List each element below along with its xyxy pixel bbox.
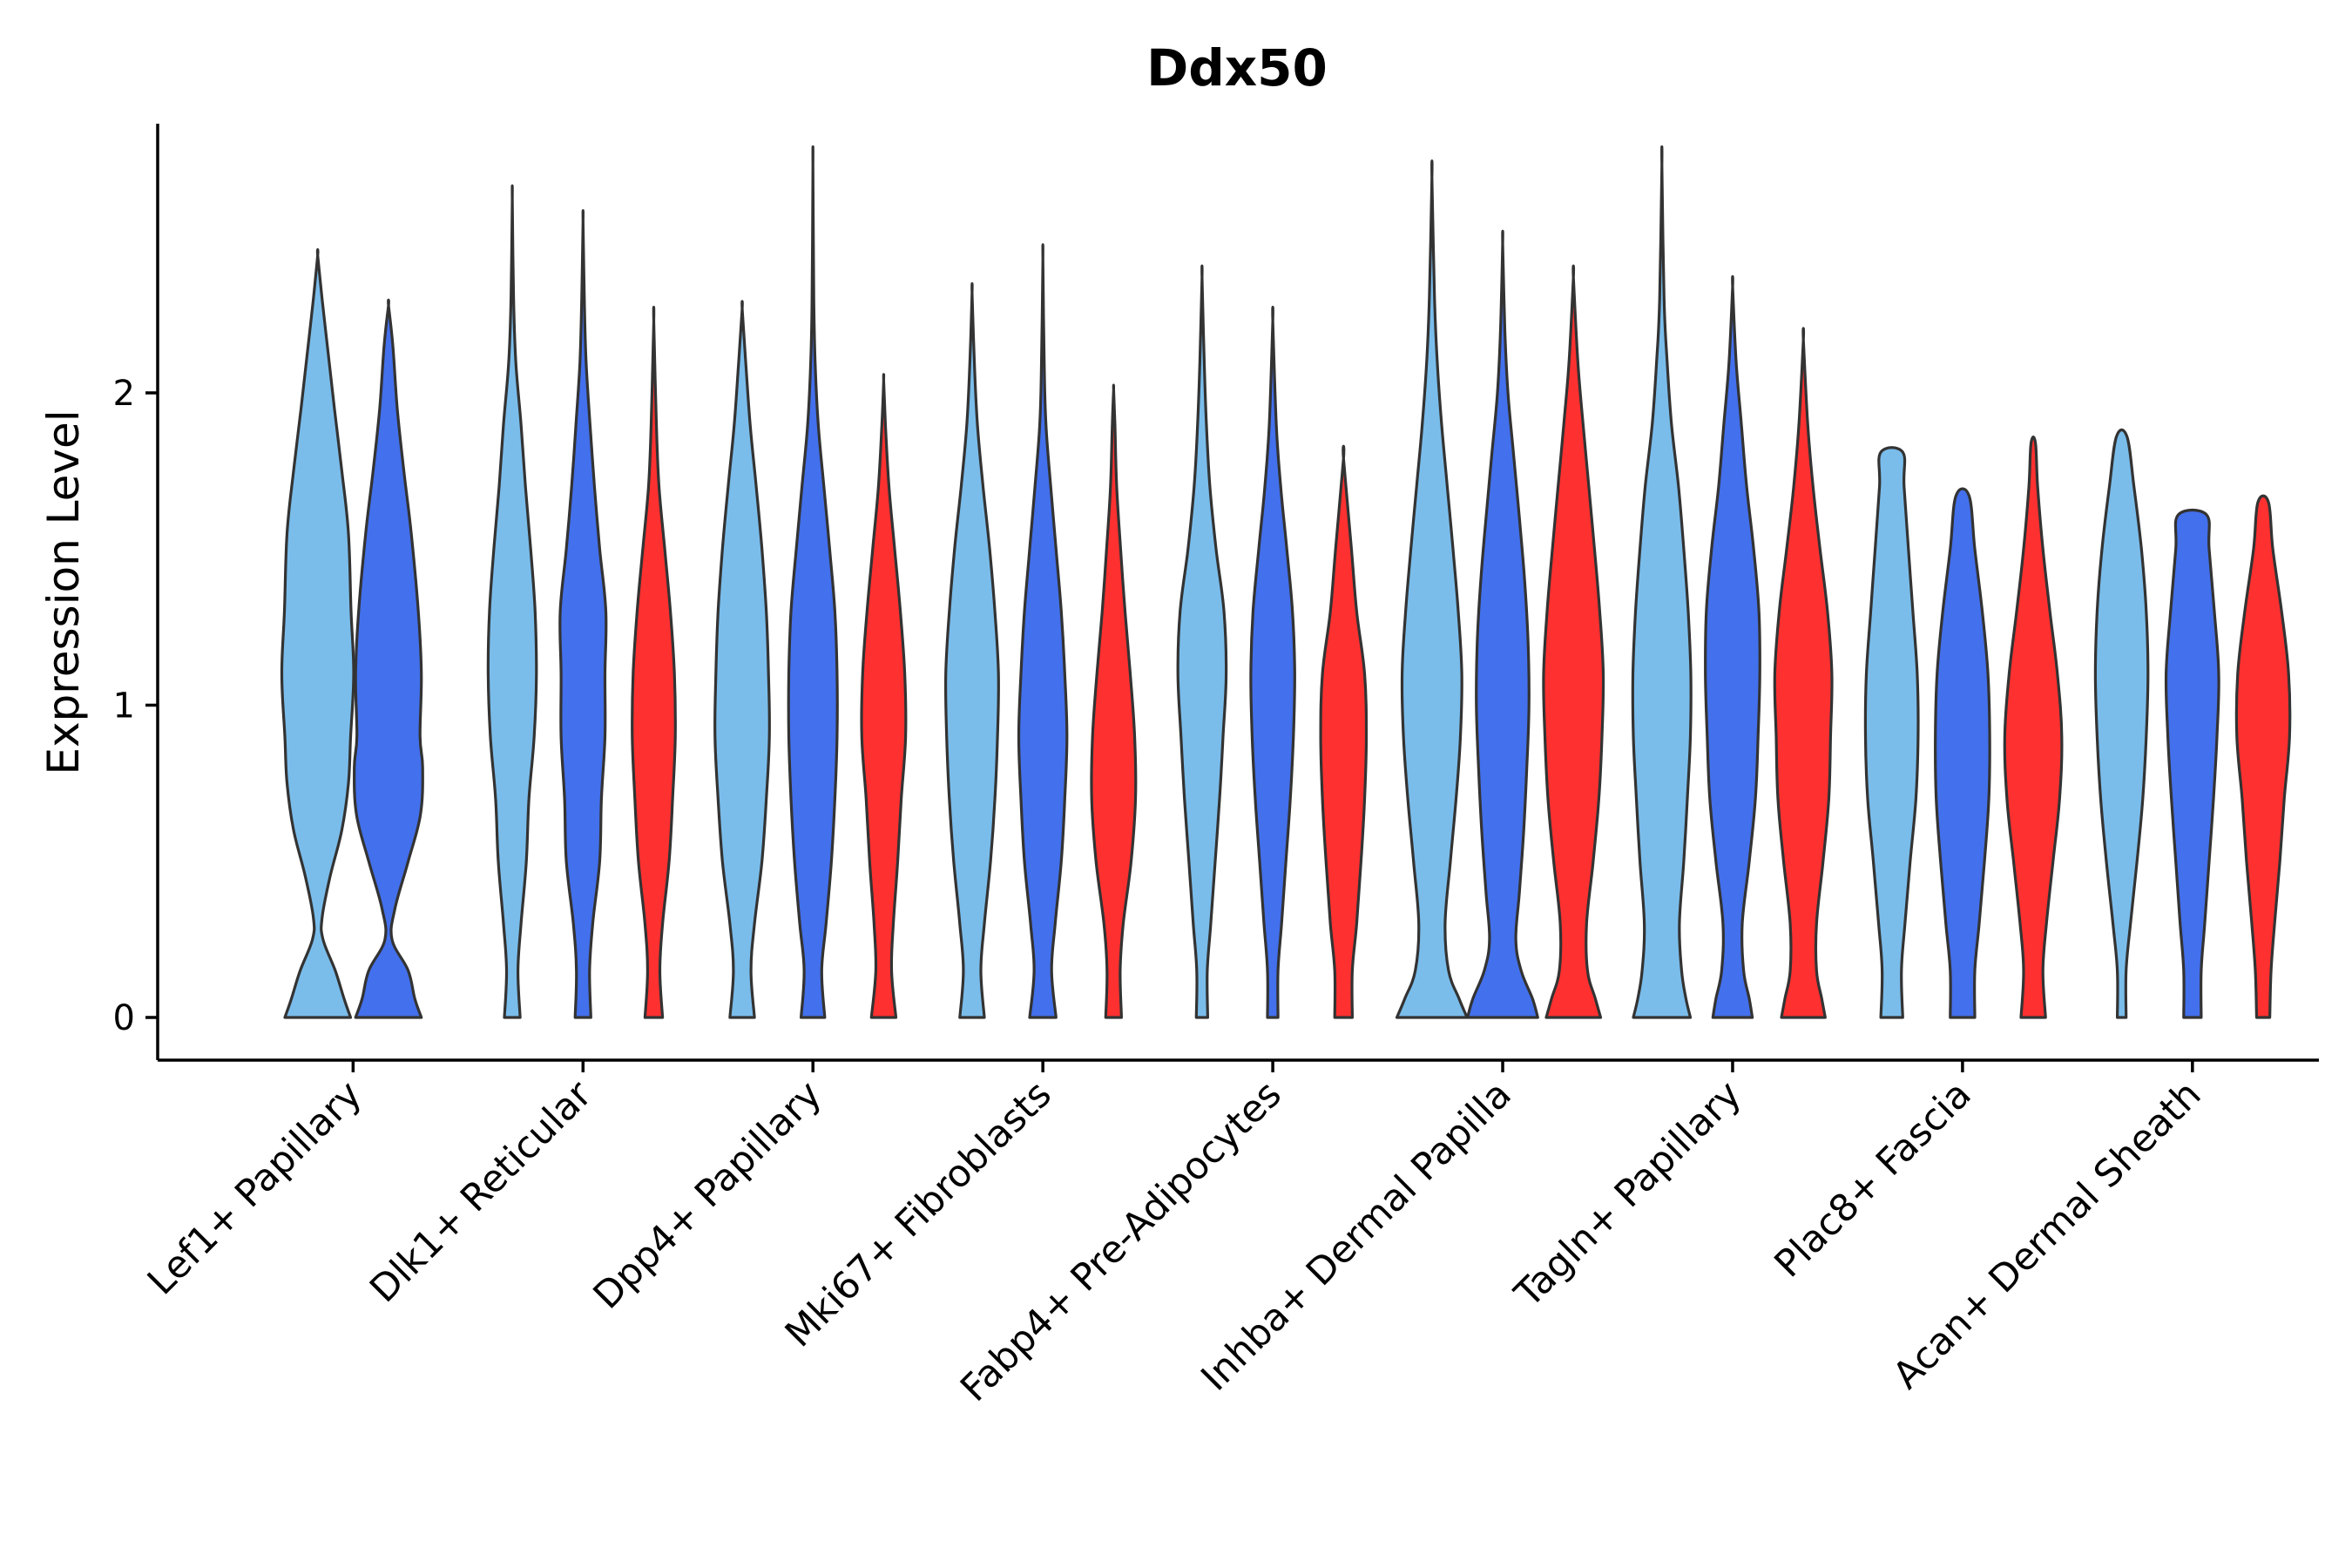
violin-inhba-dermal-papilla-group-3 <box>1542 264 1605 1019</box>
violin-fabp4-pre-adipocytes-group-1 <box>1176 264 1228 1019</box>
violin-tagln-papillary-group-1 <box>1631 145 1693 1019</box>
violin-plac8-fascia-group-1 <box>1863 446 1920 1019</box>
violin-lef1-papillary-group-1 <box>280 247 355 1019</box>
violin-lef1-papillary-group-2 <box>353 298 424 1019</box>
x-tick-label: Tagln+ Papillary <box>1506 1072 1750 1316</box>
x-tick-label: Dpp4+ Papillary <box>585 1072 830 1317</box>
y-axis-label: Expression Level <box>38 409 89 774</box>
violin-acan-dermal-sheath-group-2 <box>2164 508 2220 1019</box>
violins-layer <box>280 145 2292 1019</box>
y-tick-label: 2 <box>113 374 135 414</box>
violin-mki67-fibroblasts-group-2 <box>1017 243 1069 1019</box>
y-axis-ticks: 0 1 2 <box>113 374 158 1038</box>
violin-dlk1-reticular-group-3 <box>631 306 677 1019</box>
y-tick-label: 0 <box>113 998 135 1038</box>
violin-tagln-papillary-group-3 <box>1773 327 1834 1019</box>
violin-dlk1-reticular-group-2 <box>558 209 608 1019</box>
x-tick-label: Plac8+ Fascia <box>1767 1072 1980 1286</box>
violin-tagln-papillary-group-2 <box>1704 274 1761 1019</box>
x-tick-label: Lef1+ Papillary <box>139 1072 370 1303</box>
x-tick-label: Dlk1+ Reticular <box>362 1072 600 1311</box>
violin-fabp4-pre-adipocytes-group-2 <box>1249 306 1296 1019</box>
violin-dpp4-papillary-group-1 <box>713 300 771 1019</box>
violin-acan-dermal-sheath-group-1 <box>2093 428 2150 1019</box>
violin-plac8-fascia-group-3 <box>2003 435 2064 1019</box>
violin-inhba-dermal-papilla-group-1 <box>1395 159 1469 1019</box>
violin-mki67-fibroblasts-group-3 <box>1090 383 1138 1019</box>
violin-dlk1-reticular-group-1 <box>486 184 538 1019</box>
violin-plac8-fascia-group-2 <box>1934 487 1991 1019</box>
violin-dpp4-papillary-group-2 <box>787 145 839 1019</box>
violin-mki67-fibroblasts-group-1 <box>943 282 1000 1019</box>
violin-dpp4-papillary-group-3 <box>860 373 908 1019</box>
violin-fabp4-pre-adipocytes-group-3 <box>1319 444 1369 1019</box>
violin-acan-dermal-sheath-group-3 <box>2234 494 2292 1019</box>
y-tick-label: 1 <box>113 686 135 727</box>
chart-title: Ddx50 <box>1146 38 1328 98</box>
violin-inhba-dermal-papilla-group-2 <box>1466 229 1539 1019</box>
